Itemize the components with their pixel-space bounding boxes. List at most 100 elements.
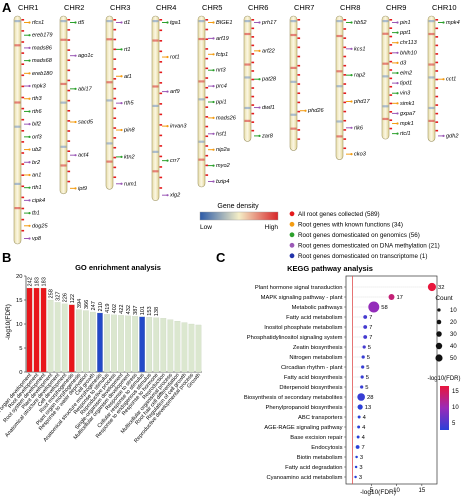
gene-pointer-dot bbox=[74, 21, 77, 24]
go-bar-label: 387 bbox=[133, 305, 139, 314]
root-gene-mark bbox=[159, 187, 163, 189]
color-legend-tick: 5 bbox=[452, 421, 456, 427]
density-band bbox=[290, 80, 297, 83]
gene-pointer-dot bbox=[396, 122, 399, 125]
go-y-tick-label: 0 bbox=[19, 370, 22, 376]
gene-pointer-dot bbox=[396, 21, 399, 24]
kegg-count-label: 7 bbox=[369, 325, 372, 331]
kegg-x-tick-label: 5 bbox=[370, 488, 374, 494]
root-gene-mark bbox=[297, 119, 301, 122]
kegg-dot bbox=[360, 385, 364, 389]
kegg-count-label: 4 bbox=[363, 415, 367, 421]
go-bar bbox=[195, 324, 202, 373]
density-band bbox=[336, 34, 343, 38]
kegg-dot bbox=[361, 365, 365, 369]
root-gene-mark bbox=[205, 38, 209, 41]
kegg-pathway-label: Biotin metabolism bbox=[297, 455, 343, 461]
root-gene-mark bbox=[21, 85, 25, 88]
root-gene-mark bbox=[297, 129, 301, 131]
root-gene-mark bbox=[159, 50, 163, 53]
kegg-count-label: 4 bbox=[362, 425, 366, 431]
root-gene-mark bbox=[435, 87, 439, 89]
kegg-count-label: 5 bbox=[366, 365, 369, 371]
gene-label: hsf1 bbox=[216, 131, 227, 137]
gene-label: sacd5 bbox=[78, 120, 94, 126]
root-gene-mark bbox=[389, 94, 393, 96]
root-gene-mark bbox=[251, 87, 255, 89]
root-gene-mark bbox=[113, 19, 117, 21]
density-band bbox=[290, 66, 297, 70]
gene-pointer-dot bbox=[396, 51, 399, 54]
chromosome-body bbox=[197, 15, 206, 188]
kegg-pathway-label: Phenylpropanoid biosynthesis bbox=[265, 405, 342, 411]
gene-label: d5 bbox=[78, 20, 85, 26]
root-gene-mark bbox=[297, 55, 301, 58]
kegg-pathway-label: Nitrogen metabolism bbox=[289, 355, 342, 361]
density-band bbox=[244, 20, 251, 23]
gene-pointer-dot bbox=[120, 155, 123, 158]
kegg-chart-title: KEGG pathway analysis bbox=[287, 264, 373, 273]
go-y-axis-label: -log10(FDR) bbox=[5, 304, 12, 340]
gene-pointer-dot bbox=[28, 173, 31, 177]
gene-pointer-dot bbox=[28, 21, 31, 24]
root-gene-mark bbox=[343, 64, 347, 67]
density-band bbox=[198, 20, 205, 23]
go-bar bbox=[90, 311, 96, 373]
density-band bbox=[60, 82, 67, 86]
root-gene-mark bbox=[113, 38, 117, 41]
root-gene-mark bbox=[343, 19, 347, 21]
gene-pointer-dot bbox=[28, 123, 31, 126]
kegg-pathway-label: Fatty acid metabolism bbox=[286, 315, 343, 321]
density-band bbox=[382, 32, 389, 35]
gene-label: xlg2 bbox=[169, 193, 181, 199]
gene-pointer-dot bbox=[396, 112, 399, 115]
gene-label: gdh2 bbox=[446, 133, 459, 139]
root-gene-mark bbox=[159, 124, 163, 126]
root-gene-mark bbox=[251, 112, 255, 115]
gene-label: rum1 bbox=[124, 181, 137, 187]
root-gene-mark bbox=[113, 28, 117, 31]
kegg-dot bbox=[357, 425, 361, 429]
root-gene-mark bbox=[343, 55, 347, 58]
root-gene-mark bbox=[343, 92, 347, 95]
root-gene-mark bbox=[389, 19, 393, 21]
gene-category-legend: All root genes collected (589) Root genes… bbox=[289, 211, 440, 260]
gene-pointer-dot bbox=[28, 72, 31, 75]
kegg-x-tick-label: 10 bbox=[393, 488, 400, 494]
gene-label: cipk4 bbox=[32, 198, 45, 204]
gene-pointer-dot bbox=[442, 78, 445, 81]
go-y-tick-label: 10 bbox=[16, 322, 22, 328]
density-band bbox=[290, 20, 297, 23]
size-legend-label: 10 bbox=[450, 308, 457, 314]
density-legend-title: Gene density bbox=[217, 203, 259, 210]
gene-label: rt1 bbox=[124, 47, 131, 53]
gene-pointer-dot bbox=[120, 21, 123, 24]
gene-pointer-dot bbox=[212, 116, 215, 119]
go-bar-label: 327 bbox=[56, 292, 62, 301]
gene-pointer-dot bbox=[396, 132, 399, 135]
chromosome-name: CHR7 bbox=[294, 3, 314, 12]
gene-pointer-dot bbox=[166, 194, 169, 197]
kegg-pathway-label: Endocytosis bbox=[311, 445, 342, 451]
kegg-count-label: 13 bbox=[365, 405, 371, 411]
gene-label: rlk6 bbox=[354, 125, 364, 131]
root-gene-mark bbox=[251, 129, 255, 132]
root-gene-mark bbox=[67, 150, 71, 153]
root-gene-mark bbox=[205, 19, 209, 21]
root-gene-mark bbox=[389, 111, 393, 113]
density-band bbox=[152, 20, 159, 23]
kegg-count-label: 58 bbox=[381, 305, 387, 311]
gene-label: br2 bbox=[32, 160, 41, 166]
gene-label: d1 bbox=[124, 20, 130, 26]
root-gene-mark bbox=[159, 176, 163, 179]
root-gene-mark bbox=[205, 154, 209, 157]
root-gene-mark bbox=[113, 97, 117, 100]
go-bar bbox=[153, 317, 160, 373]
legend-label: Root genes domesticated on genomics (56) bbox=[298, 232, 420, 239]
density-band bbox=[60, 101, 67, 104]
gene-label: rap2 bbox=[354, 73, 366, 79]
root-gene-mark bbox=[251, 61, 255, 64]
gene-label: dog25 bbox=[32, 223, 48, 229]
gene-pointer-dot bbox=[350, 100, 353, 103]
gene-pointer-dot bbox=[396, 61, 399, 65]
